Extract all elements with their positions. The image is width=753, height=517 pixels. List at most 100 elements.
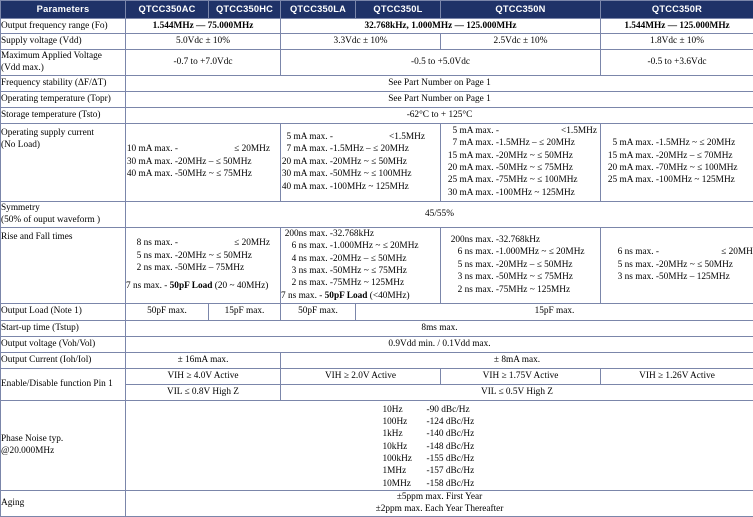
spec-line-amount: 3 ns max. - bbox=[601, 271, 659, 283]
phase-noise-level: -155 dBc/Hz bbox=[427, 453, 497, 465]
cell-vil-ac-hc: VIL ≤ 0.8V High Z bbox=[126, 384, 281, 400]
spec-line-amount: 3 ns max. - bbox=[281, 265, 333, 277]
spec-line-range: 1.5MHz ~ ≤ 20MHz bbox=[659, 137, 753, 149]
phase-noise-level: -90 dBc/Hz bbox=[427, 404, 497, 416]
cell-supply-voltage-n: 2.5Vdc ± 10% bbox=[441, 34, 601, 50]
table-body: Output frequency range (Fo) 1.544MHz — 7… bbox=[1, 19, 753, 517]
spec-line-amount: 200ns max. - bbox=[441, 234, 499, 246]
column-header-parameters: Parameters bbox=[1, 1, 126, 19]
spec-line: 10 mA max. - ≤ 20MHz bbox=[126, 143, 280, 155]
spec-line-amount: 2 ns max. - bbox=[441, 284, 499, 296]
row-label-aging: Aging bbox=[1, 491, 126, 517]
phase-noise-line: 1MHz-157 dBc/Hz bbox=[383, 465, 497, 477]
cell-freq-range-ac-hc: 1.544MHz — 75.000MHz bbox=[126, 19, 281, 34]
spec-line-amount: 4 ns max. - bbox=[281, 253, 333, 265]
phase-noise-line: 1kHz-140 dBc/Hz bbox=[383, 428, 497, 440]
spec-line: 5 ns max. - 20MHz ~ ≤ 50MHz bbox=[126, 250, 280, 262]
cell-output-current-ac-hc: ± 16mA max. bbox=[126, 352, 281, 368]
row-label-output-load: Output Load (Note 1) bbox=[1, 303, 126, 320]
column-header-qtcc350n: QTCC350N bbox=[441, 1, 601, 19]
max-voltage-label-line2: (Vdd max.) bbox=[1, 63, 44, 73]
spec-line-amount: 8 ns max. - bbox=[126, 237, 178, 249]
row-label-output-current: Output Current (Ioh/Iol) bbox=[1, 352, 126, 368]
spec-line: 6 ns max. - ≤ 20MHz bbox=[601, 246, 753, 258]
spec-line-amount: 5 mA max. - bbox=[441, 125, 499, 137]
spec-line-amount: 200ns max. - bbox=[281, 228, 333, 240]
spec-line: 8 ns max. - ≤ 20MHz bbox=[126, 237, 280, 249]
load-note-prefix: 7 ns max. - bbox=[281, 291, 325, 301]
cell-storage-temperature-all: -62°C to + 125°C bbox=[126, 107, 753, 123]
spec-line: 25 mA max. - 100MHz ~ 125MHz bbox=[601, 174, 753, 186]
cell-supply-voltage-r: 1.8Vdc ± 10% bbox=[601, 34, 753, 50]
spec-line: 3 ns max. - 50MHz ~ ≤ 75MHz bbox=[281, 265, 440, 277]
spec-line: 20 mA max. - 70MHz ~ ≤ 100MHz bbox=[601, 162, 753, 174]
cell-vih-la-l: VIH ≥ 2.0V Active bbox=[281, 368, 441, 384]
aging-line2: ±2ppm max. Each Year Thereafter bbox=[126, 503, 753, 515]
spec-line-range: <1.5MHz bbox=[333, 131, 425, 143]
spec-line-amount: 5 mA max. - bbox=[601, 137, 659, 149]
spec-line-range: ≤ 20MHz bbox=[178, 143, 270, 155]
spec-line-range: 1.5MHz – ≤ 20MHz bbox=[333, 143, 425, 155]
spec-line-range: 20MHz ~ ≤ 50MHz bbox=[333, 156, 425, 168]
rise-fall-ac-hc-load-note: 7 ns max. - 50pF Load (20 ~ 40MHz) bbox=[126, 280, 280, 292]
spec-line-range: 20MHz – ≤ 50MHz bbox=[333, 253, 425, 265]
spec-line-range: 32.768kHz bbox=[333, 228, 425, 240]
row-label-operating-supply-current: Operating supply current (No Load) bbox=[1, 123, 126, 201]
spec-line: 3 ns max. - 50MHz ~ ≤ 75MHz bbox=[441, 271, 600, 283]
spec-line-amount: 20 mA max. - bbox=[281, 156, 333, 168]
spec-line-range: 20MHz ~ ≤ 50MHz bbox=[659, 259, 753, 271]
spec-line-range: 20MHz – ≤ 70MHz bbox=[659, 150, 753, 162]
spec-line-range: 20MHz – ≤ 50MHz bbox=[499, 259, 597, 271]
spec-line-amount: 40 mA max. - bbox=[126, 168, 178, 180]
cell-aging-values: ±5ppm max. First Year ±2ppm max. Each Ye… bbox=[126, 491, 753, 517]
spec-line: 2 ns max. - 75MHz ~ 125MHz bbox=[441, 284, 600, 296]
spec-line-amount: 40 mA max. - bbox=[281, 181, 333, 193]
spec-line-range: 75MHz ~ ≤ 100MHz bbox=[499, 174, 597, 186]
spec-line-amount: 15 mA max. - bbox=[601, 150, 659, 162]
phase-noise-offset: 1kHz bbox=[383, 428, 427, 440]
cell-max-voltage-r: -0.5 to +3.6Vdc bbox=[601, 50, 753, 76]
spec-line-range: 50MHz ~ ≤ 75MHz bbox=[178, 168, 270, 180]
row-label-storage-temperature: Storage temperature (Tsto) bbox=[1, 107, 126, 123]
spec-line: 2 ns max. - 50MHz – 75MHz bbox=[126, 262, 280, 274]
spec-line-amount: 30 mA max. - bbox=[281, 168, 333, 180]
cell-frequency-stability-all: See Part Number on Page 1 bbox=[126, 75, 753, 91]
cell-output-load-la: 50pF max. bbox=[281, 303, 356, 320]
spec-line-range: 32.768kHz bbox=[499, 234, 597, 246]
cell-vil-rest: VIL ≤ 0.5V High Z bbox=[281, 384, 753, 400]
cell-output-load-l-n-r: 15pF max. bbox=[356, 303, 753, 320]
phase-noise-line: 10kHz-148 dBc/Hz bbox=[383, 441, 497, 453]
cell-output-voltage-all: 0.9Vdd min. / 0.1Vdd max. bbox=[126, 336, 753, 352]
phase-noise-offset: 1MHz bbox=[383, 465, 427, 477]
cell-output-current-rest: ± 8mA max. bbox=[281, 352, 753, 368]
spec-line-range: 75MHz ~ 125MHz bbox=[499, 284, 597, 296]
spec-line: 200ns max. - 32.768kHz bbox=[281, 228, 440, 240]
spec-line-range: ≤ 20MHz bbox=[178, 237, 270, 249]
phase-noise-line: 100Hz-124 dBc/Hz bbox=[383, 416, 497, 428]
spec-line-range: 20MHz – ≤ 50MHz bbox=[178, 156, 270, 168]
column-header-qtcc350l: QTCC350L bbox=[356, 1, 441, 19]
row-label-startup-time: Start-up time (Tstup) bbox=[1, 320, 126, 336]
phase-noise-offset: 10Hz bbox=[383, 404, 427, 416]
supply-current-label-line1: Operating supply current bbox=[1, 128, 94, 138]
phase-noise-offset: 100Hz bbox=[383, 416, 427, 428]
spec-line: 7 mA max. - 1.5MHz – ≤ 20MHz bbox=[281, 143, 440, 155]
spec-line-range: ≤ 20MHz bbox=[659, 246, 753, 258]
table-row-supply-voltage: Supply voltage (Vdd) 5.0Vdc ± 10% 3.3Vdc… bbox=[1, 34, 753, 50]
rise-fall-la-l-load-note: 7 ns max. - 50pF Load (<40MHz) bbox=[281, 290, 440, 302]
spec-line: 3 ns max. - 50MHz – 125MHz bbox=[601, 271, 753, 283]
spec-line-amount: 20 mA max. - bbox=[441, 162, 499, 174]
spec-line-amount: 25 mA max. - bbox=[601, 174, 659, 186]
spec-line: 40 mA max. - 100MHz ~ 125MHz bbox=[281, 181, 440, 193]
phase-noise-level: -124 dBc/Hz bbox=[427, 416, 497, 428]
spec-line-amount: 5 mA max. - bbox=[281, 131, 333, 143]
phase-noise-level: -157 dBc/Hz bbox=[427, 465, 497, 477]
table-row-operating-temperature: Operating temperature (Topr) See Part Nu… bbox=[1, 91, 753, 107]
spec-line-amount: 10 mA max. - bbox=[126, 143, 178, 155]
table-row-phase-noise: Phase Noise typ. @20.000MHz 10Hz-90 dBc/… bbox=[1, 400, 753, 491]
aging-line1: ±5ppm max. First Year bbox=[126, 491, 753, 503]
row-label-output-voltage: Output voltage (Voh/Vol) bbox=[1, 336, 126, 352]
